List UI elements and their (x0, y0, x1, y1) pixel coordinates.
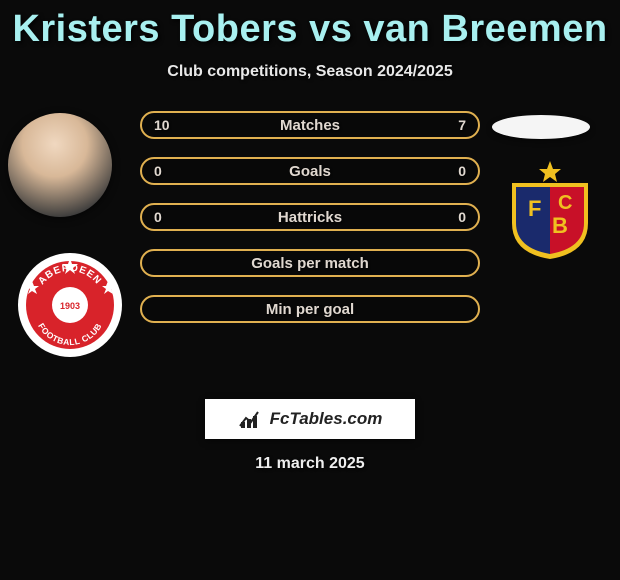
stat-row-min-per-goal: Min per goal (140, 295, 480, 323)
stat-row-matches: 10 Matches 7 (140, 111, 480, 139)
stat-row-goals: 0 Goals 0 (140, 157, 480, 185)
stat-right-value: 0 (458, 163, 466, 179)
svg-text:B: B (552, 213, 568, 238)
stat-label: Goals per match (251, 255, 369, 272)
stat-left-value: 0 (154, 163, 162, 179)
club-left-year: 1903 (60, 301, 80, 311)
stat-left-value: 10 (154, 117, 170, 133)
brand-text: FcTables.com (270, 409, 383, 429)
stat-label: Goals (289, 163, 331, 180)
brand-badge: FcTables.com (205, 399, 415, 439)
stat-label: Hattricks (278, 209, 342, 226)
footer-date: 11 march 2025 (0, 455, 620, 473)
stat-right-value: 0 (458, 209, 466, 225)
page-title: Kristers Tobers vs van Breemen (0, 0, 620, 51)
subtitle: Club competitions, Season 2024/2025 (0, 63, 620, 81)
stat-left-value: 0 (154, 209, 162, 225)
club-badge-left: 1903 ABERDEEN FOOTBALL CLUB (16, 251, 124, 359)
flag-right (492, 115, 590, 139)
svg-text:F: F (528, 196, 541, 221)
stat-row-goals-per-match: Goals per match (140, 249, 480, 277)
stat-label: Min per goal (266, 301, 354, 318)
comparison-panel: 1903 ABERDEEN FOOTBALL CLUB F B C 10 Mat… (0, 121, 620, 381)
stat-label: Matches (280, 117, 340, 134)
stat-rows: 10 Matches 7 0 Goals 0 0 Hattricks 0 Goa… (140, 111, 480, 341)
chart-icon (238, 408, 264, 430)
svg-text:C: C (558, 192, 572, 214)
stat-right-value: 7 (458, 117, 466, 133)
stat-row-hattricks: 0 Hattricks 0 (140, 203, 480, 231)
club-badge-right: F B C (500, 161, 600, 261)
player-photo-left (8, 113, 112, 217)
